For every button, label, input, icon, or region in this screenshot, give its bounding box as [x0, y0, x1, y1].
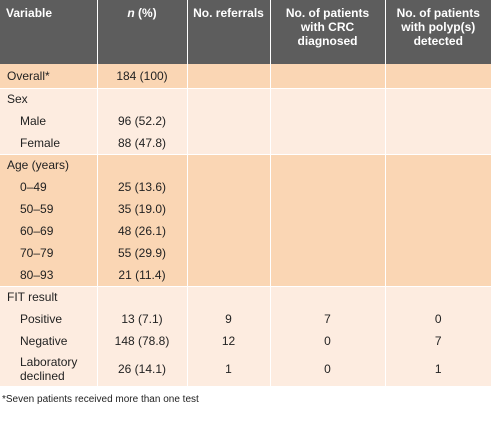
- header-row: Variable n (%) No. referrals No. of pati…: [0, 0, 491, 64]
- row-label: Overall*: [0, 64, 97, 88]
- header-crc: No. of patients with CRC diagnosed: [269, 0, 385, 64]
- cell-crc: 7: [269, 308, 385, 330]
- table-row-negative: Negative 148 (78.8) 12 0 7: [0, 330, 491, 352]
- table-row-overall: Overall* 184 (100): [0, 64, 491, 88]
- cell-referrals: 1: [186, 352, 270, 386]
- table-row-positive: Positive 13 (7.1) 9 7 0: [0, 308, 491, 330]
- cell-referrals: 12: [186, 330, 270, 352]
- cell-n: 26 (14.1): [96, 352, 187, 386]
- table-row-age-80-93: 80–93 21 (11.4): [0, 264, 491, 286]
- table-row-sex: Sex: [0, 87, 491, 110]
- header-polyp: No. of patients with polyp(s) detected: [384, 0, 491, 64]
- cell-polyp: [384, 64, 491, 88]
- row-label: Male: [0, 110, 97, 132]
- header-variable: Variable: [0, 0, 97, 64]
- table-row-age-60-69: 60–69 48 (26.1): [0, 220, 491, 242]
- row-label: Laboratory declined: [0, 352, 97, 386]
- cell-n: 184 (100): [96, 64, 187, 88]
- row-label: 0–49: [0, 176, 97, 198]
- results-table: Variable n (%) No. referrals No. of pati…: [0, 0, 491, 386]
- cell-polyp: 0: [384, 308, 491, 330]
- cell-n: 48 (26.1): [96, 220, 187, 242]
- table-row-age: Age (years): [0, 153, 491, 176]
- row-label: Age (years): [0, 153, 97, 176]
- cell-n: 35 (19.0): [96, 198, 187, 220]
- table-row-fit: FIT result: [0, 285, 491, 308]
- cell-crc: [269, 64, 385, 88]
- cell-crc: 0: [269, 352, 385, 386]
- cell-n: 148 (78.8): [96, 330, 187, 352]
- row-label: 80–93: [0, 264, 97, 286]
- cell-n: 21 (11.4): [96, 264, 187, 286]
- cell-polyp: 1: [384, 352, 491, 386]
- cell-polyp: 7: [384, 330, 491, 352]
- header-n-percent: n (%): [96, 0, 187, 64]
- row-label: Sex: [0, 87, 97, 110]
- table-row-male: Male 96 (52.2): [0, 110, 491, 132]
- table-row-age-50-59: 50–59 35 (19.0): [0, 198, 491, 220]
- header-n-letter: n: [127, 6, 135, 20]
- row-label: Negative: [0, 330, 97, 352]
- row-label: Positive: [0, 308, 97, 330]
- cell-referrals: 9: [186, 308, 270, 330]
- row-label: 70–79: [0, 242, 97, 264]
- cell-crc: 0: [269, 330, 385, 352]
- row-label: FIT result: [0, 285, 97, 308]
- header-referrals: No. referrals: [186, 0, 270, 64]
- cell-n: 25 (13.6): [96, 176, 187, 198]
- cell-referrals: [186, 64, 270, 88]
- table-row-female: Female 88 (47.8): [0, 132, 491, 154]
- cell-n: 88 (47.8): [96, 132, 187, 154]
- table-row-age-70-79: 70–79 55 (29.9): [0, 242, 491, 264]
- row-label: 50–59: [0, 198, 97, 220]
- header-percent: (%): [138, 6, 157, 20]
- row-label: 60–69: [0, 220, 97, 242]
- cell-n: 55 (29.9): [96, 242, 187, 264]
- table-row-declined: Laboratory declined 26 (14.1) 1 0 1: [0, 352, 491, 386]
- cell-n: 13 (7.1): [96, 308, 187, 330]
- table-row-age-0-49: 0–49 25 (13.6): [0, 176, 491, 198]
- row-label: Female: [0, 132, 97, 154]
- table-footnote: *Seven patients received more than one t…: [2, 394, 199, 405]
- cell-n: 96 (52.2): [96, 110, 187, 132]
